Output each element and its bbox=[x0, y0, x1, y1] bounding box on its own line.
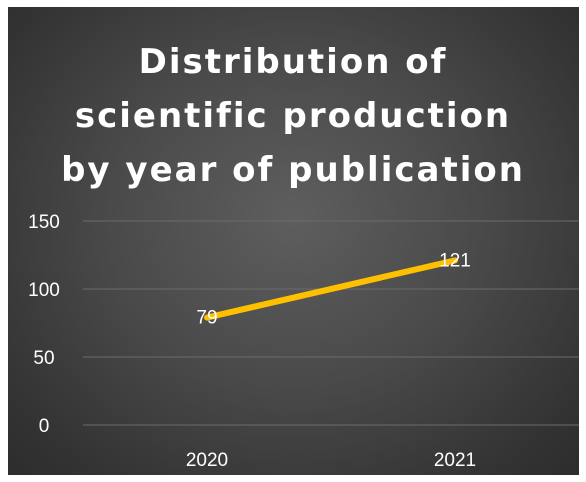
series-layer bbox=[204, 257, 458, 321]
data-labels: 79 121 bbox=[196, 250, 470, 328]
data-label: 121 bbox=[439, 250, 471, 271]
chart-title-line-2: scientific production bbox=[74, 96, 512, 136]
chart-title-line-1: Distribution of bbox=[138, 42, 448, 82]
y-axis-ticks: 0 50 100 150 bbox=[28, 212, 60, 437]
data-point bbox=[206, 317, 208, 319]
chart-title-line-3: by year of publication bbox=[61, 150, 525, 190]
x-tick-label: 2020 bbox=[186, 450, 228, 471]
data-point bbox=[454, 259, 456, 261]
x-tick-label: 2021 bbox=[434, 450, 476, 471]
series-line bbox=[204, 257, 458, 321]
x-axis-ticks: 2020 2021 bbox=[186, 450, 476, 471]
y-tick-label: 0 bbox=[39, 416, 50, 437]
chart-area bbox=[8, 7, 579, 475]
y-tick-label: 100 bbox=[28, 280, 60, 301]
y-tick-label: 150 bbox=[28, 212, 60, 233]
data-label: 79 bbox=[196, 308, 217, 329]
y-tick-label: 50 bbox=[33, 348, 54, 369]
gridlines bbox=[83, 220, 579, 426]
